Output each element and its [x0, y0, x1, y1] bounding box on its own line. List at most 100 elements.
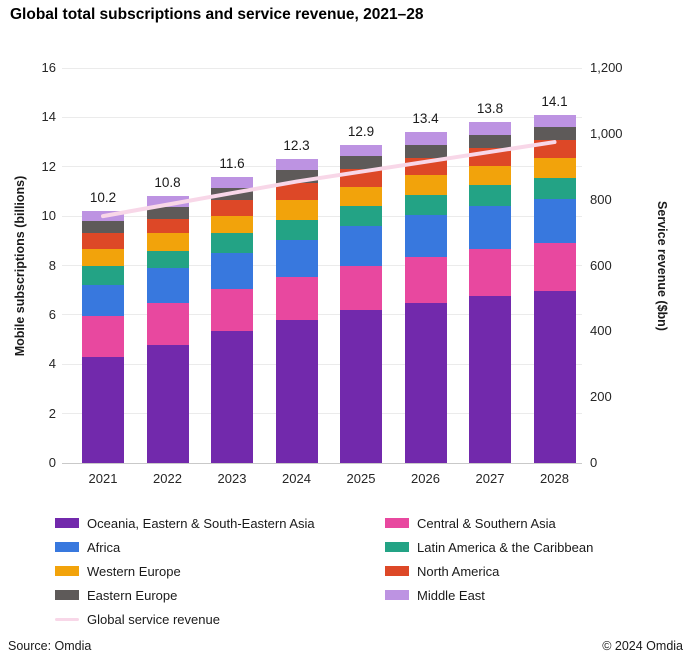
bar-segment [146, 196, 189, 208]
y-axis-tick-label: 1,000 [590, 125, 623, 141]
bar-segment [340, 309, 382, 463]
bar-segment [82, 285, 124, 317]
bar-segment [533, 177, 576, 199]
legend-color-swatch [55, 518, 79, 528]
bar-segment [340, 265, 382, 310]
x-axis-tick-label: 2026 [411, 471, 440, 486]
bar-segment [340, 206, 382, 226]
bar-segment [404, 256, 447, 303]
bar-total-label: 11.6 [219, 155, 245, 171]
bar-segment [275, 159, 318, 171]
legend-item: Western Europe [55, 559, 315, 583]
legend-item: Central & Southern Asia [385, 511, 593, 535]
legend-item: North America [385, 559, 593, 583]
legend-label: Oceania, Eastern & South-Eastern Asia [87, 515, 315, 531]
legend-label: Middle East [417, 587, 485, 603]
legend-color-swatch [385, 518, 409, 528]
legend-item: Global service revenue [55, 607, 315, 631]
bar-segment [82, 316, 124, 357]
bar-segment [340, 186, 382, 207]
gridline [62, 462, 582, 464]
bar-segment [211, 176, 253, 188]
y-axis-tick-label: 12 [41, 158, 56, 174]
x-axis-tick-label: 2025 [346, 471, 376, 486]
bar-segment [82, 233, 124, 250]
legend-item: Africa [55, 535, 315, 559]
y-axis-tick-label: 16 [41, 60, 56, 75]
bar-segment [82, 221, 124, 234]
bar-total-label: 12.9 [347, 123, 375, 139]
bar-segment [275, 200, 318, 220]
gridline [62, 413, 582, 415]
legend-label: North America [417, 563, 500, 579]
legend-label: Western Europe [87, 563, 181, 579]
chart-title: Global total subscriptions and service r… [10, 6, 424, 23]
bar-segment [469, 122, 511, 135]
legend-color-swatch [55, 566, 79, 576]
bar-segment [146, 344, 189, 463]
legend-label: Central & Southern Asia [417, 515, 556, 531]
right-axis-title: Service revenue ($bn) [655, 201, 669, 331]
bar-segment [211, 216, 253, 234]
legend-item: Middle East [385, 583, 593, 607]
bar-segment [275, 182, 318, 201]
x-axis-tick-label: 2028 [540, 471, 569, 486]
bar-segment [469, 165, 511, 186]
y-axis-tick-label: 6 [48, 306, 56, 322]
legend-column: Oceania, Eastern & South-Eastern Asia Afr… [55, 511, 315, 631]
bar-segment [533, 127, 576, 140]
legend-label: Global service revenue [87, 611, 220, 627]
bar-segment [404, 132, 447, 145]
bar-segment [469, 296, 511, 463]
legend-color-swatch [55, 590, 79, 600]
legend-line-swatch [55, 617, 79, 621]
service-revenue-line [101, 140, 557, 219]
bar-segment [404, 214, 447, 257]
gridline [62, 314, 582, 316]
y-axis-tick-label: 800 [590, 191, 612, 207]
legend-label: Latin America & the Caribbean [417, 539, 594, 555]
bar-segment [340, 144, 382, 156]
bar-segment [211, 288, 253, 331]
bar-segment [404, 195, 447, 215]
bar-segment [469, 185, 511, 207]
bar-segment [211, 253, 253, 289]
legend-item: Latin America & the Caribbean [385, 535, 593, 559]
legend-item: Eastern Europe [55, 583, 315, 607]
bar-segment [340, 155, 382, 170]
y-axis-tick-label: 10 [41, 208, 56, 224]
bar-segment [533, 198, 576, 244]
bar-segment [275, 219, 318, 240]
y-axis-tick-label: 600 [590, 257, 612, 273]
bar-segment [211, 200, 253, 217]
bar-segment [404, 175, 447, 196]
bar-segment [404, 302, 447, 463]
bar-total-label: 14.1 [541, 93, 568, 109]
y-axis-tick-label: 8 [48, 257, 56, 273]
gridline [62, 265, 582, 266]
bar-segment [469, 206, 511, 250]
bar-segment [146, 207, 189, 219]
bar-segment [404, 144, 447, 159]
y-axis-tick-label: 200 [590, 389, 612, 405]
bar-total-label: 13.4 [412, 111, 439, 127]
bar-total-label: 13.8 [476, 101, 504, 117]
bar-segment [533, 158, 576, 178]
gridline [62, 166, 582, 168]
bar-segment [146, 302, 189, 345]
bar-total-label: 10.8 [154, 175, 181, 191]
gridline [62, 116, 582, 118]
x-axis-tick-label: 2023 [217, 471, 247, 486]
x-axis-tick-label: 2027 [475, 471, 505, 486]
legend-color-swatch [385, 542, 409, 552]
gridline [62, 67, 582, 69]
bar-total-label: 12.3 [283, 138, 310, 154]
source-note: Source: Omdia [8, 639, 92, 653]
bar-segment [469, 134, 511, 149]
x-axis-tick-label: 2021 [88, 471, 118, 486]
y-axis-tick-label: 0 [48, 455, 56, 470]
gridline [62, 215, 582, 217]
copyright-note: © 2024 Omdia [602, 639, 683, 653]
bar-segment [533, 114, 576, 128]
